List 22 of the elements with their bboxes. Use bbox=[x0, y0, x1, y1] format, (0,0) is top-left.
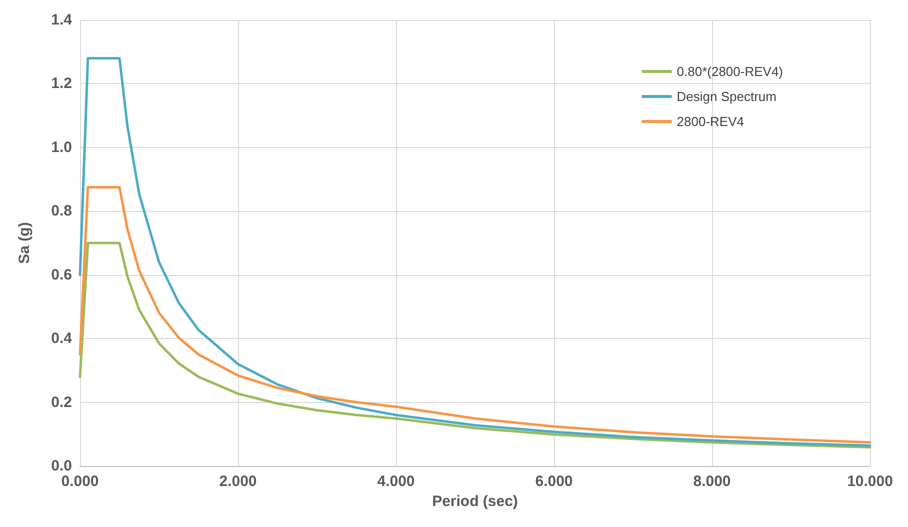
legend-label: 2800-REV4 bbox=[676, 114, 744, 129]
line-series bbox=[78, 242, 872, 448]
x-tick-label: 8.000 bbox=[693, 473, 731, 490]
x-tick-label: 6.000 bbox=[535, 473, 573, 490]
x-tick-label: 10.000 bbox=[847, 473, 893, 490]
line-series bbox=[78, 56, 872, 447]
y-tick-label: 0.6 bbox=[51, 266, 72, 284]
legend-label: 0.80*(2800-REV4) bbox=[676, 64, 784, 79]
y-axis-title: Sa (g) bbox=[16, 222, 33, 264]
x-axis-title: Period (sec) bbox=[432, 492, 518, 510]
y-tick-label: 0.0 bbox=[51, 458, 72, 474]
x-tick-label: 2.000 bbox=[219, 473, 257, 490]
y-tick-label: 0.4 bbox=[51, 330, 73, 348]
x-tick-label: 0.000 bbox=[61, 473, 99, 490]
y-tick-label: 1.0 bbox=[51, 138, 72, 156]
legend-label: Design Spectrum bbox=[676, 89, 776, 104]
y-tick-label: 1.4 bbox=[51, 12, 73, 28]
y-tick-label: 1.2 bbox=[51, 75, 72, 92]
y-tick-label: 0.2 bbox=[51, 394, 72, 411]
x-tick-label: 4.000 bbox=[377, 473, 415, 490]
y-tick-label: 0.8 bbox=[51, 202, 72, 220]
line-series bbox=[78, 186, 872, 444]
